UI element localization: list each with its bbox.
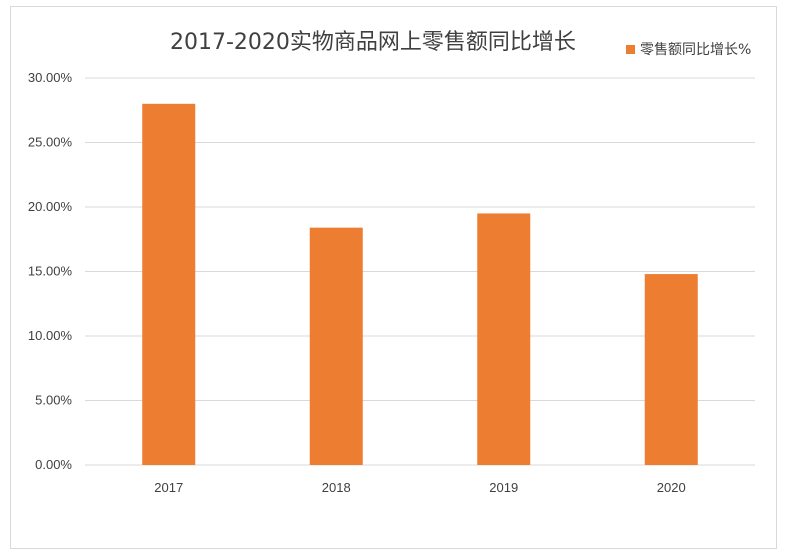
bar <box>644 274 698 465</box>
y-tick-label: 20.00% <box>28 199 73 214</box>
y-tick-label: 25.00% <box>28 135 73 150</box>
x-tick-label: 2019 <box>489 480 518 495</box>
y-tick-label: 15.00% <box>28 264 73 279</box>
bar <box>142 103 196 466</box>
legend-swatch <box>626 44 635 54</box>
x-tick-label: 2018 <box>322 480 351 495</box>
chart-title: 2017-2020实物商品网上零售额同比增长 <box>170 30 576 55</box>
legend-label: 零售额同比增长% <box>640 42 752 58</box>
bar <box>477 213 531 465</box>
y-tick-label: 0.00% <box>35 457 72 472</box>
chart-legend: 零售额同比增长% <box>626 39 751 59</box>
bar <box>309 227 363 465</box>
y-tick-label: 30.00% <box>28 70 73 85</box>
x-tick-label: 2020 <box>657 480 686 495</box>
x-tick-label: 2017 <box>154 480 183 495</box>
y-tick-label: 10.00% <box>28 328 73 343</box>
y-tick-label: 5.00% <box>35 393 72 408</box>
